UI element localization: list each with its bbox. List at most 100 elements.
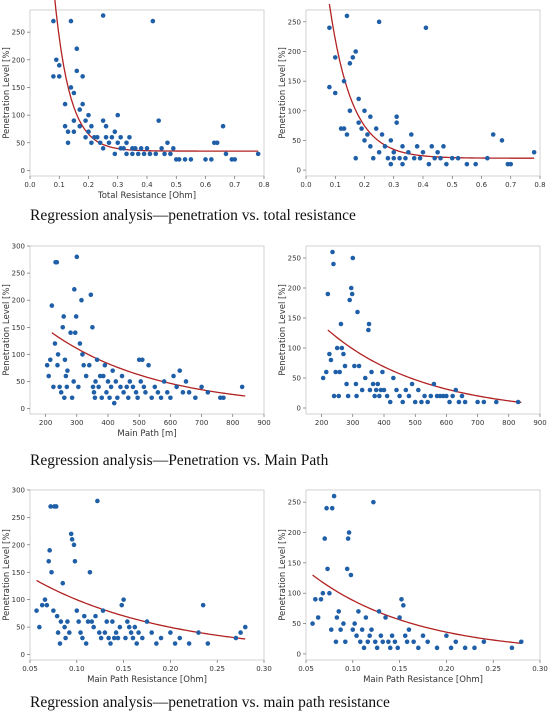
x-tick-label: 0.4 [141, 181, 153, 189]
data-point [140, 635, 145, 641]
data-point [51, 608, 56, 613]
data-point [51, 384, 56, 390]
data-point [42, 597, 48, 602]
data-point [49, 303, 55, 308]
data-point [56, 63, 62, 68]
data-point [119, 602, 125, 608]
data-point [370, 381, 376, 387]
y-tick-label: 0 [297, 650, 301, 658]
data-point [327, 351, 332, 357]
data-point [110, 619, 115, 624]
x-tick-label: 0.25 [485, 665, 501, 673]
data-point [391, 375, 396, 381]
data-point [86, 362, 92, 368]
data-point [186, 641, 192, 646]
data-point [159, 146, 164, 151]
data-point [233, 635, 239, 641]
data-point [403, 387, 409, 393]
data-point [89, 123, 94, 129]
y-tick-label: 200 [288, 285, 301, 293]
regression-fit-line [51, 332, 246, 397]
data-point [58, 390, 64, 395]
data-point [362, 108, 367, 114]
data-point [327, 84, 332, 90]
data-point [339, 345, 345, 351]
data-point [111, 400, 117, 406]
data-point [155, 390, 161, 395]
x-tick-label: 0.2 [359, 181, 370, 189]
data-point [420, 149, 426, 155]
data-point [356, 609, 361, 614]
data-point [77, 107, 83, 112]
plot-frame [305, 245, 541, 415]
data-point [177, 635, 183, 641]
data-point [332, 55, 338, 60]
data-point [337, 369, 342, 375]
data-point [388, 161, 394, 167]
x-tick-label: 500 [409, 419, 422, 427]
y-tick-label: 100 [12, 351, 25, 359]
data-point [136, 630, 141, 635]
y-tick-label: 250 [12, 270, 25, 278]
data-point [444, 393, 449, 399]
data-point [74, 608, 80, 613]
x-tick-label: 300 [346, 419, 359, 427]
data-point [381, 387, 387, 393]
data-point [86, 129, 91, 135]
data-point [327, 25, 332, 31]
data-point [353, 49, 359, 54]
y-tick-label: 0 [21, 405, 25, 413]
data-point [76, 619, 81, 624]
x-tick-label: 200 [39, 419, 52, 427]
data-point [188, 157, 194, 162]
data-point [110, 368, 115, 373]
data-point [124, 140, 129, 146]
data-point [374, 645, 380, 651]
data-point [141, 151, 147, 157]
data-point [394, 120, 399, 125]
y-tick-label: 150 [288, 315, 301, 323]
data-point [67, 630, 72, 635]
data-point [387, 645, 393, 651]
data-point [371, 499, 376, 505]
data-point [83, 373, 89, 379]
data-point [515, 399, 521, 405]
x-axis-label: Main Path [m] [117, 429, 176, 439]
data-point [347, 61, 353, 66]
data-point [412, 399, 418, 405]
x-tick-label: 0.20 [439, 665, 455, 673]
data-point [380, 639, 386, 645]
data-point [112, 129, 118, 135]
data-point [391, 155, 397, 161]
chart-svg-5: 0.05 0.10 0.15 0.20 0.25 0.30 0 50 100 150 200 250 3… [2, 487, 272, 686]
data-point [125, 395, 131, 401]
x-tick-label: 0.3 [112, 181, 123, 189]
data-point [68, 85, 74, 90]
data-point [90, 324, 95, 330]
data-point [124, 384, 130, 390]
data-point [209, 157, 214, 162]
data-point [349, 291, 355, 297]
data-point [100, 13, 106, 18]
data-point [331, 261, 336, 267]
data-point [102, 362, 108, 368]
data-point [100, 608, 106, 613]
data-point [72, 330, 78, 336]
chart-svg-3: 200 300 400 500 600 700 800 900 0 50 100 150 200 250 3… [2, 243, 271, 440]
data-point [449, 155, 455, 161]
data-point [83, 118, 88, 123]
data-point [366, 327, 371, 333]
data-point [341, 621, 346, 626]
data-point [74, 46, 80, 52]
y-tick-label: 0 [21, 167, 25, 175]
data-point [77, 123, 83, 129]
data-point [115, 112, 121, 118]
data-point [472, 645, 477, 651]
data-point [127, 379, 133, 384]
data-point [238, 630, 243, 635]
x-tick-label: 0.7 [505, 181, 516, 189]
data-point [73, 314, 79, 319]
data-point [108, 384, 114, 390]
data-point [74, 68, 80, 74]
data-point [365, 639, 371, 645]
